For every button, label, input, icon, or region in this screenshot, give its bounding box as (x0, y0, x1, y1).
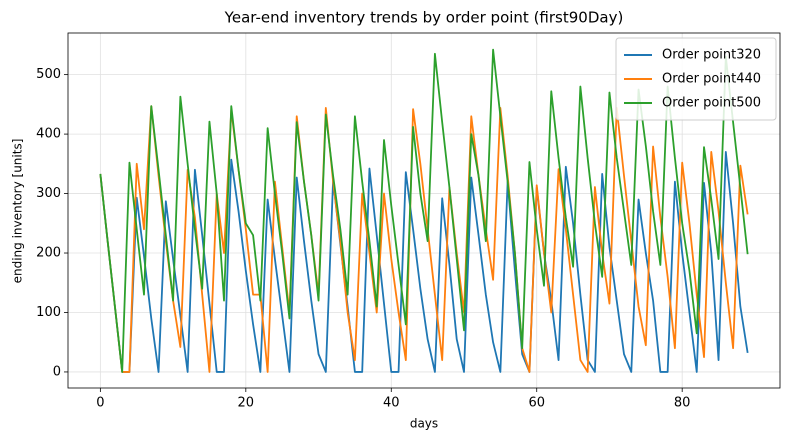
y-tick-label: 200 (36, 246, 61, 261)
y-tick-label: 0 (53, 364, 61, 379)
y-tick-label: 100 (36, 305, 61, 320)
legend-label: Order point500 (662, 96, 761, 111)
y-tick-label: 300 (36, 186, 61, 201)
legend-label: Order point320 (662, 48, 761, 63)
plot-frame (67, 32, 781, 389)
series-line (99, 105, 749, 373)
y-tick-label: 500 (36, 67, 61, 82)
legend-label: Order point440 (662, 72, 761, 87)
x-tick-label: 80 (674, 396, 691, 411)
chart-title: Year-end inventory trends by order point… (224, 9, 624, 27)
x-tick-label: 60 (528, 396, 545, 411)
x-tick-label: 20 (238, 396, 255, 411)
y-axis-label: ending inventory [units] (11, 139, 25, 284)
x-tick-label: 0 (96, 396, 104, 411)
y-tick-label: 400 (36, 127, 61, 142)
x-axis-label: days (410, 417, 438, 431)
x-tick-label: 40 (383, 396, 400, 411)
legend-box (615, 37, 777, 121)
series-line (99, 151, 749, 373)
